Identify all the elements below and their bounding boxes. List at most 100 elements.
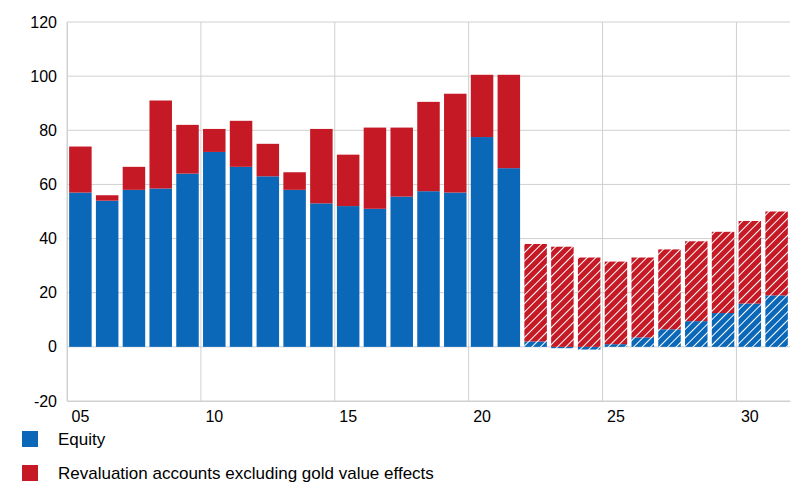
legend-label: Equity <box>58 430 106 449</box>
tick-label: 15 <box>339 408 357 425</box>
bar <box>390 197 412 347</box>
tick: 10 <box>205 401 223 425</box>
bar <box>524 341 546 346</box>
bar <box>739 304 761 347</box>
bar <box>203 129 225 152</box>
tick: 100 <box>30 68 67 85</box>
tick-label: 120 <box>30 14 57 31</box>
tick: 40 <box>39 230 67 247</box>
grid <box>67 22 790 401</box>
axis-line <box>68 401 791 402</box>
plot: -20 0 20 40 60 80 100 120 05 10 15 20 25 30 <box>30 14 790 426</box>
grid-line <box>602 22 603 401</box>
legend-item: Revaluation accounts excluding gold valu… <box>22 464 434 483</box>
bar <box>390 128 412 197</box>
bar <box>230 121 252 167</box>
tick-label: 25 <box>607 408 625 425</box>
bar <box>498 168 520 347</box>
bar <box>176 174 198 347</box>
legend-label: Revaluation accounts excluding gold valu… <box>58 464 434 483</box>
bar <box>712 232 734 313</box>
bar <box>337 155 359 206</box>
tick-label: 05 <box>71 408 89 425</box>
tick: 0 <box>48 338 67 355</box>
bar <box>498 75 520 168</box>
bar <box>444 94 466 193</box>
tick-label: 0 <box>48 338 57 355</box>
bar <box>283 190 305 347</box>
grid-line <box>334 22 335 401</box>
bar <box>364 209 386 347</box>
bar <box>69 147 91 193</box>
tick-label: 40 <box>39 230 57 247</box>
bar <box>578 258 600 347</box>
bar <box>578 347 600 350</box>
tick: 80 <box>39 122 67 139</box>
bar <box>417 102 439 191</box>
grid-line <box>67 22 790 23</box>
bar <box>310 129 332 203</box>
bar <box>685 321 707 347</box>
tick: 15 <box>339 401 357 425</box>
bar <box>765 212 787 296</box>
bar <box>551 347 573 348</box>
bar <box>123 190 145 347</box>
bar <box>364 128 386 209</box>
legend: Equity Revaluation accounts excluding gol… <box>22 430 434 483</box>
tick-label: 30 <box>741 408 759 425</box>
bar <box>605 344 627 347</box>
bar <box>337 206 359 347</box>
tick: -20 <box>34 393 67 410</box>
bar <box>471 75 493 137</box>
tick: 60 <box>39 176 67 193</box>
bar <box>631 337 653 346</box>
bar <box>257 144 279 176</box>
tick: 120 <box>30 14 67 31</box>
bar <box>658 329 680 347</box>
tick: 20 <box>39 284 67 301</box>
bar <box>96 201 118 347</box>
bar <box>631 258 653 338</box>
grid-line <box>200 22 201 401</box>
legend-swatch <box>22 465 38 481</box>
bar <box>658 249 680 329</box>
bar <box>471 137 493 347</box>
chart: -20 0 20 40 60 80 100 120 05 10 15 20 25 30 Equity Reva… <box>0 0 804 501</box>
bar <box>257 176 279 347</box>
tick-label: 10 <box>205 408 223 425</box>
legend-item: Equity <box>22 430 106 449</box>
tick: 05 <box>71 401 89 425</box>
tick: 30 <box>741 401 759 425</box>
y-axis: -20 0 20 40 60 80 100 120 <box>30 14 67 410</box>
grid-line <box>67 76 790 77</box>
bar <box>765 295 787 346</box>
bar <box>685 241 707 321</box>
tick-label: -20 <box>34 393 57 410</box>
x-axis: 05 10 15 20 25 30 <box>68 401 791 425</box>
grid-line <box>736 22 737 401</box>
bar <box>551 247 573 347</box>
tick-label: 20 <box>473 408 491 425</box>
grid-line <box>67 22 68 401</box>
bar <box>310 203 332 346</box>
bar <box>69 193 91 347</box>
tick: 20 <box>473 401 491 425</box>
legend-swatch <box>22 431 38 447</box>
bar <box>283 172 305 190</box>
bar <box>149 188 171 346</box>
bar <box>203 152 225 347</box>
grid-line <box>468 22 469 401</box>
bar <box>605 262 627 345</box>
axis-line <box>67 23 68 402</box>
bar <box>123 167 145 190</box>
bar <box>176 125 198 174</box>
tick-label: 100 <box>30 68 57 85</box>
tick-label: 20 <box>39 284 57 301</box>
tick-label: 80 <box>39 122 57 139</box>
tick-label: 60 <box>39 176 57 193</box>
bar <box>96 195 118 200</box>
bar <box>444 193 466 347</box>
bar <box>712 313 734 347</box>
grid-line <box>67 401 790 402</box>
bar <box>149 101 171 189</box>
